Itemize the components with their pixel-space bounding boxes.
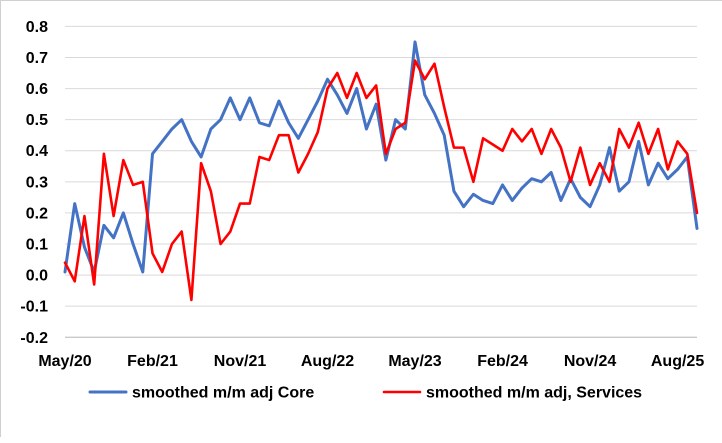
svg-text:Feb/21: Feb/21 xyxy=(127,353,178,370)
svg-text:Feb/24: Feb/24 xyxy=(477,353,528,370)
svg-text:0.7: 0.7 xyxy=(26,50,48,67)
svg-text:-0.2: -0.2 xyxy=(20,330,48,347)
svg-text:0.3: 0.3 xyxy=(26,174,48,191)
svg-text:Nov/24: Nov/24 xyxy=(564,353,617,370)
svg-text:smoothed m/m adj, Services: smoothed m/m adj, Services xyxy=(426,385,642,402)
svg-text:0.8: 0.8 xyxy=(26,19,48,36)
svg-text:Aug/25: Aug/25 xyxy=(651,353,704,370)
svg-text:May/20: May/20 xyxy=(38,353,91,370)
svg-text:0.5: 0.5 xyxy=(26,112,48,129)
svg-text:May/23: May/23 xyxy=(388,353,441,370)
svg-text:0.6: 0.6 xyxy=(26,81,48,98)
svg-text:-0.1: -0.1 xyxy=(20,299,48,316)
svg-text:Nov/21: Nov/21 xyxy=(214,353,267,370)
svg-text:0.0: 0.0 xyxy=(26,268,48,285)
svg-text:smoothed m/m adj Core: smoothed m/m adj Core xyxy=(132,385,314,402)
svg-text:0.2: 0.2 xyxy=(26,205,48,222)
svg-text:0.1: 0.1 xyxy=(26,237,48,254)
svg-text:0.4: 0.4 xyxy=(26,143,48,160)
svg-text:Aug/22: Aug/22 xyxy=(301,353,354,370)
